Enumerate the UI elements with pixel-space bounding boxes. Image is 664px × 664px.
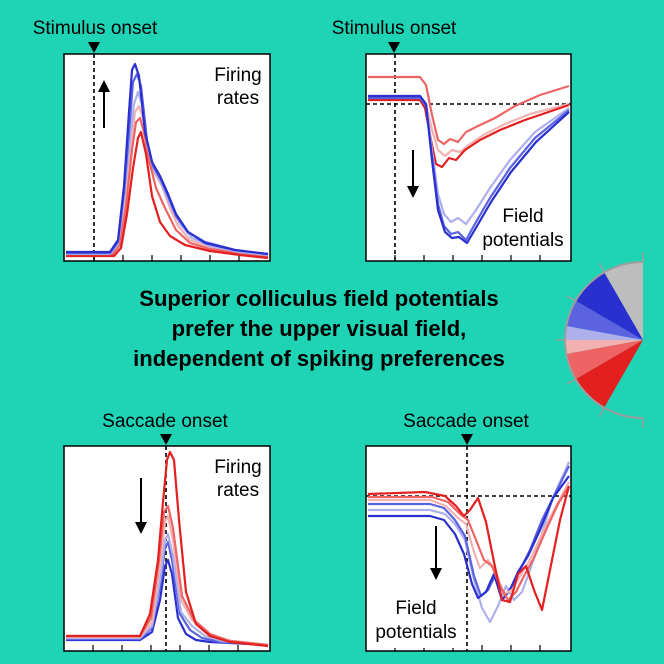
trace-blue-2	[66, 540, 269, 647]
fan-wedge-red-1	[565, 340, 643, 354]
up-arrow-icon	[98, 80, 110, 92]
panel-label-line2: rates	[217, 88, 259, 109]
visual-field-fan-legend	[556, 252, 644, 428]
trace-red-3	[66, 130, 269, 260]
trace-red-2	[66, 504, 269, 647]
trace-red-3	[66, 450, 269, 648]
title-line3: independent of spiking preferences	[133, 346, 505, 371]
plot-frame	[63, 53, 271, 262]
panel-bottom-left: Saccade onset Firing rates	[63, 411, 271, 652]
panel-top-right: Stimulus onset Field potentials	[332, 18, 572, 262]
onset-marker-icon	[461, 434, 473, 445]
trace-blue-1	[368, 94, 570, 245]
trace-blue-1	[66, 62, 269, 256]
trace-blue-1	[66, 558, 269, 647]
onset-marker-icon	[388, 42, 400, 53]
fan-wedge-blue-1	[604, 261, 643, 340]
fan-wedge-blue-1	[576, 272, 643, 340]
trace-blue-1	[368, 475, 570, 602]
fan-tick-marks	[556, 252, 644, 428]
trace-blue-2	[368, 465, 570, 598]
down-arrow-icon	[430, 568, 442, 580]
fan-wedge-blue-2	[566, 301, 643, 340]
axis-ticks	[92, 645, 239, 651]
panel-top-left: Stimulus onset Firing rates	[33, 18, 271, 262]
onset-marker-icon	[88, 42, 100, 53]
trace-blue-3	[66, 532, 269, 647]
panel-header: Stimulus onset	[33, 18, 158, 39]
fan-wedge-blue-3	[565, 326, 643, 340]
figure-title: Superior colliculus field potentials pre…	[133, 286, 505, 371]
title-line2: prefer the upper visual field,	[172, 316, 467, 341]
panel-label-line1: Field	[502, 206, 543, 227]
panel-header: Saccade onset	[403, 411, 529, 432]
fan-wedge-red-3	[576, 340, 643, 408]
label-backdrop	[370, 598, 462, 648]
panel-header: Saccade onset	[102, 411, 228, 432]
panel-label-line2: potentials	[375, 622, 456, 643]
panel-label-line1: Firing	[214, 457, 262, 478]
firing-rate-traces	[66, 450, 269, 648]
down-arrow-icon	[407, 186, 419, 198]
down-arrow-icon	[135, 522, 147, 534]
plot-frame	[63, 445, 271, 652]
onset-marker-icon	[160, 434, 172, 445]
field-potential-traces	[367, 461, 571, 624]
panel-label-line1: Firing	[214, 65, 262, 86]
plot-frame	[365, 53, 572, 262]
field-potential-traces	[368, 75, 570, 245]
trace-red-3	[367, 485, 571, 612]
trace-red-2	[66, 116, 269, 259]
panel-label-line1: Field	[395, 598, 436, 619]
panel-header: Stimulus onset	[332, 18, 457, 39]
panel-label-line2: rates	[217, 480, 259, 501]
firing-rate-traces	[66, 62, 269, 260]
panel-label-line2: potentials	[482, 230, 563, 251]
trace-red-2	[368, 75, 570, 146]
trace-red-3	[368, 98, 570, 169]
fan-wedge-red-2	[566, 340, 643, 379]
title-line1: Superior colliculus field potentials	[139, 286, 498, 311]
panel-bottom-right: Saccade onset Field potentials	[365, 411, 572, 652]
